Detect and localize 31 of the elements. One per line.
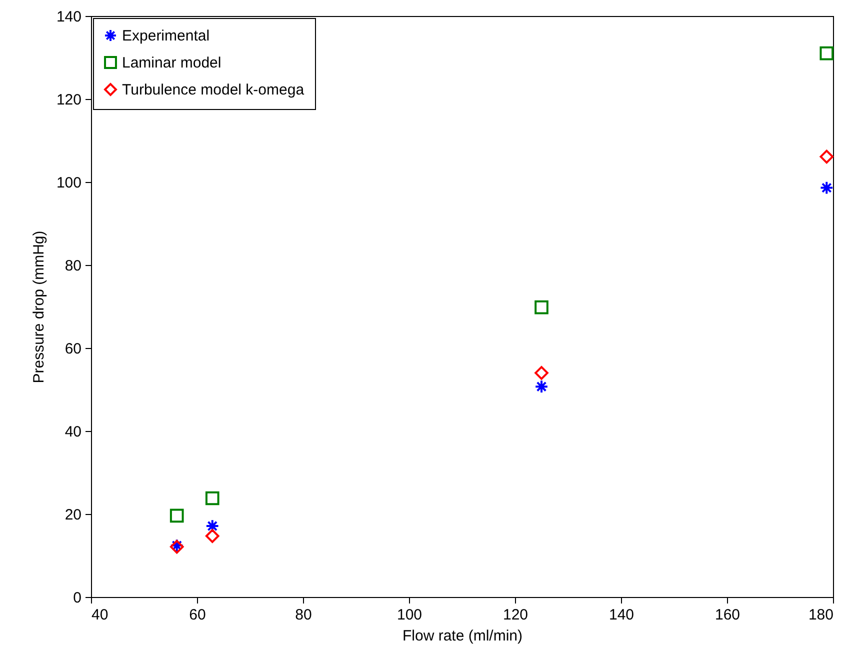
legend-label: Experimental <box>122 28 210 44</box>
point <box>534 300 548 314</box>
x-tick-label: 160 <box>714 606 740 624</box>
y-tick-label: 140 <box>56 8 82 26</box>
point <box>205 519 220 533</box>
point <box>820 180 834 195</box>
point <box>534 366 548 380</box>
y-tick-label: 100 <box>56 174 82 192</box>
y-tick-label: 60 <box>64 340 82 358</box>
x-tick-label: 180 <box>808 606 834 624</box>
y-tick-label: 80 <box>64 258 82 274</box>
x-tick-label: 100 <box>396 606 422 624</box>
y-tick-label: 0 <box>73 590 82 606</box>
x-tick-label: 60 <box>189 606 206 624</box>
x-tick-label: 40 <box>92 606 108 624</box>
y-tick-label: 40 <box>64 424 82 440</box>
legend-label: Turbulence model k-omega <box>122 82 305 98</box>
x-tick-label: 120 <box>502 606 528 624</box>
point <box>820 150 834 164</box>
x-tick-label: 80 <box>295 606 312 624</box>
point <box>820 46 834 60</box>
y-tick-label: 120 <box>56 92 82 108</box>
legend-label: Laminar model <box>122 54 222 72</box>
point <box>534 380 548 394</box>
point <box>205 491 220 506</box>
y-tick-label: 20 <box>64 506 82 524</box>
point <box>205 529 220 543</box>
point <box>170 508 184 523</box>
x-axis-title: Flow rate (ml/min) <box>402 628 523 644</box>
x-tick-label: 140 <box>608 606 634 624</box>
y-axis-title: Pressure drop (mmHg) <box>30 230 48 384</box>
